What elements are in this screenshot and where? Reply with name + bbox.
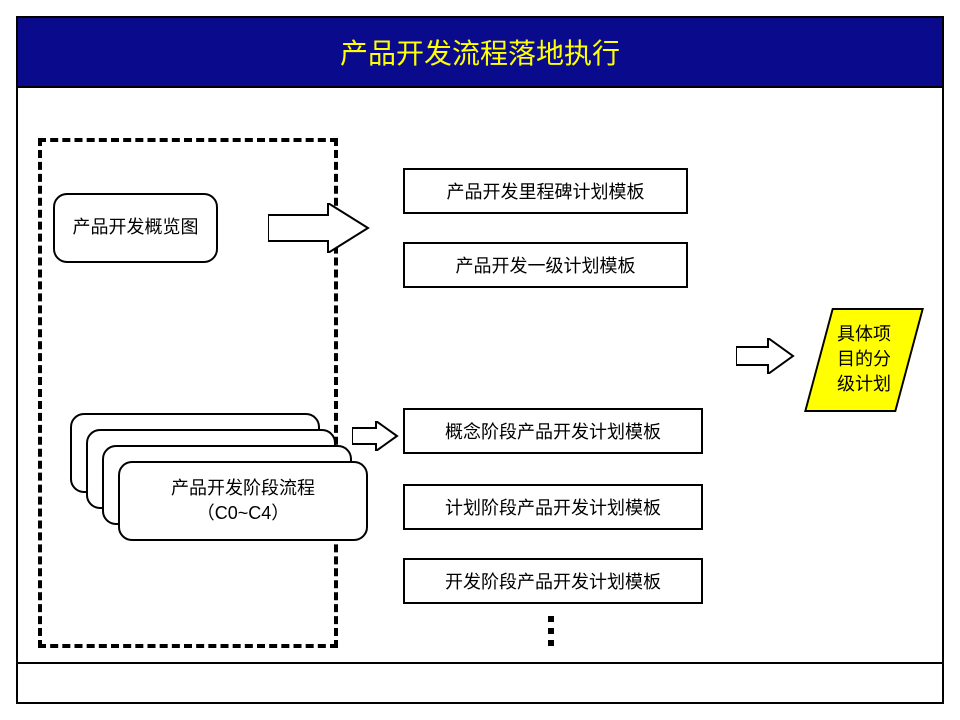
node-stage-label: 产品开发阶段流程 （C0~C4） — [171, 476, 315, 526]
node-template-plan: 计划阶段产品开发计划模板 — [403, 484, 703, 530]
arrow-overview-to-templates — [268, 203, 378, 253]
node-template-concept: 概念阶段产品开发计划模板 — [403, 408, 703, 454]
slide-frame: 产品开发流程落地执行 产品开发概览图 产品开发阶段流程 （C0~C4） 产品开发… — [16, 16, 944, 704]
arrow-stage-to-templates — [352, 421, 402, 451]
node-output-label: 具体项 目的分 级计划 — [837, 322, 891, 398]
dotted-continuation — [548, 616, 554, 646]
node-template-dev: 开发阶段产品开发计划模板 — [403, 558, 703, 604]
node-template-milestone-label: 产品开发里程碑计划模板 — [447, 178, 645, 204]
node-stage-front: 产品开发阶段流程 （C0~C4） — [118, 461, 368, 541]
bottom-divider — [18, 662, 942, 664]
dot — [548, 616, 554, 622]
node-overview-label: 产品开发概览图 — [73, 215, 199, 240]
node-template-concept-label: 概念阶段产品开发计划模板 — [445, 418, 661, 444]
node-template-plan-label: 计划阶段产品开发计划模板 — [445, 494, 661, 520]
node-template-l1: 产品开发一级计划模板 — [403, 242, 688, 288]
node-output: 具体项 目的分 级计划 — [804, 308, 924, 412]
dot — [548, 640, 554, 646]
title-bar: 产品开发流程落地执行 — [18, 18, 942, 88]
node-template-dev-label: 开发阶段产品开发计划模板 — [445, 568, 661, 594]
node-template-milestone: 产品开发里程碑计划模板 — [403, 168, 688, 214]
arrow-to-output — [736, 338, 798, 374]
dot — [548, 628, 554, 634]
node-template-l1-label: 产品开发一级计划模板 — [456, 252, 636, 278]
node-overview: 产品开发概览图 — [53, 193, 218, 263]
title-text: 产品开发流程落地执行 — [340, 38, 620, 69]
